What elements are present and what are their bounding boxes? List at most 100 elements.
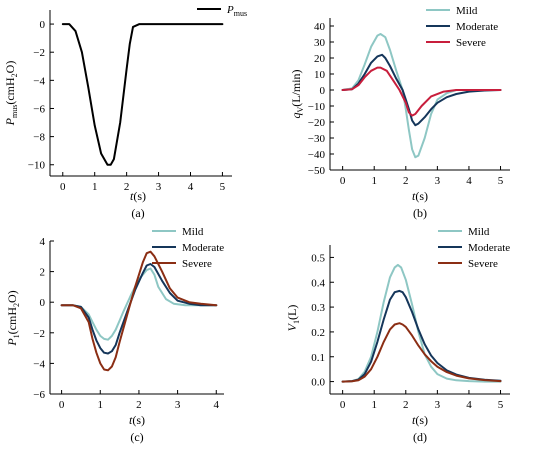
panel-a-y-tick-label: −10 [28, 160, 46, 172]
panel-b-y-tick-label: −10 [308, 101, 326, 113]
panel-c-y-tick-label: −6 [33, 389, 45, 401]
panel-a-y-tick-label: 0 [40, 19, 46, 31]
panel-b-y-tick-label: −30 [308, 133, 326, 145]
panel-b-y-title: qV(L/min) [289, 69, 305, 118]
panel-a-x-tick-label: 1 [92, 181, 98, 193]
panel-b-series-severe [341, 66, 502, 117]
panel-b-x-tick-label: 0 [340, 175, 346, 187]
panel-b-y-tick-label: 20 [314, 53, 326, 65]
panel-b-x-tick-label: 3 [435, 175, 441, 187]
panel-c-y-tick-label: −4 [33, 358, 45, 370]
panel-d-series-severe [341, 322, 502, 383]
panel-d-x-tick-label: 5 [498, 399, 504, 411]
panel-a-series-p-mus [61, 23, 224, 166]
panel-b-legend-label: Moderate [456, 21, 498, 33]
panel-b-y-tick-label: 0 [320, 85, 326, 97]
panel-c-y-title: P1(cmH2O) [5, 290, 21, 346]
panel-a-x-tick-label: 4 [188, 181, 194, 193]
panel-d-label: (d) [413, 430, 427, 444]
panel-d-x-ticks: 0 1 2 3 4 5 [340, 390, 504, 411]
panel-b-x-title: t(s) [412, 189, 428, 203]
panel-a-x-tick-label: 3 [156, 181, 162, 193]
panel-b-y-tick-label: 10 [314, 69, 326, 81]
panel-c-legend-label: Moderate [182, 242, 224, 254]
panel-d-legend-label: Severe [468, 258, 498, 270]
panel-a-lines [61, 23, 224, 166]
panel-c-y-ticks: 4 2 0 −2 −4 −6 [33, 236, 54, 401]
panel-a-label: (a) [131, 206, 144, 220]
panel-b-x-ticks: 0 1 2 3 4 5 [340, 166, 504, 187]
panel-a-x-tick-label: 0 [60, 181, 66, 193]
panel-d-series-mild [341, 263, 502, 383]
panel-a-y-tick-label: −4 [33, 75, 45, 87]
panel-d-y-title: V1(L) [285, 305, 301, 332]
panel-b: 0 1 2 3 4 5 40 30 20 10 0 −10 −20 −30 −40 −50 qV(L/min… [289, 5, 510, 220]
panel-b-y-ticks: 40 30 20 10 0 −10 −20 −30 −40 −50 [308, 21, 334, 177]
panel-d-legend-label: Moderate [468, 242, 510, 254]
panel-d-series-moderate [341, 289, 502, 383]
panel-c-legend-label: Mild [182, 226, 204, 238]
panel-c-x-tick-label: 1 [98, 399, 104, 411]
panel-c-legend-label: Severe [182, 258, 212, 270]
panel-a-y-ticks: 0 −2 −4 −6 −8 −10 [28, 19, 54, 172]
panel-b-x-tick-label: 2 [403, 175, 409, 187]
panel-a-y-tick-label: −8 [33, 132, 45, 144]
panel-b-y-tick-label: 40 [314, 21, 326, 33]
panel-c-x-ticks: 0 1 2 3 4 [59, 390, 220, 411]
panel-a-x-tick-label: 2 [124, 181, 130, 193]
panel-b-y-tick-label: 30 [314, 37, 326, 49]
panel-d-legend-label: Mild [468, 226, 490, 238]
panel-a-x-title: t(s) [130, 189, 146, 203]
panel-c-x-title: t(s) [129, 413, 145, 427]
panel-a-y-title: Pmus(cmH2O) [3, 61, 19, 127]
panel-c-x-tick-label: 4 [214, 399, 220, 411]
panel-a: 0 1 2 3 4 5 0 −2 −4 −6 −8 −10 Pmus(cmH2O) t(s) (a)… [3, 4, 247, 220]
panel-d-y-ticks: 0.5 0.4 0.3 0.2 0.1 0.0 [311, 252, 334, 389]
panel-d-x-tick-label: 4 [466, 399, 472, 411]
panel-d-y-tick-label: 0.1 [311, 352, 325, 364]
panel-d-y-tick-label: 0.5 [311, 252, 325, 264]
panel-a-y-tick-label: −2 [33, 47, 45, 59]
panel-d-x-tick-label: 1 [371, 399, 377, 411]
panel-b-lines [341, 33, 502, 159]
panel-c-x-tick-label: 0 [59, 399, 65, 411]
panel-c-x-tick-label: 3 [175, 399, 181, 411]
panel-b-legend-label: Mild [456, 5, 478, 17]
panel-a-legend-label: Pmus [226, 4, 247, 18]
panel-d-legend: Mild Moderate Severe [438, 226, 510, 270]
panel-b-y-tick-label: −20 [308, 117, 326, 129]
panel-d-lines [341, 263, 502, 383]
panel-c-x-tick-label: 2 [136, 399, 142, 411]
panel-c-y-tick-label: 4 [40, 236, 46, 248]
panel-c-series-severe [60, 250, 218, 372]
panel-b-legend-label: Severe [456, 37, 486, 49]
panel-c-legend: Mild Moderate Severe [152, 226, 224, 270]
panel-b-x-tick-label: 1 [371, 175, 377, 187]
panel-d: 0 1 2 3 4 5 0.5 0.4 0.3 0.2 0.1 0.0 V1(L) t(s) (d)… [285, 226, 510, 444]
panel-b-x-tick-label: 5 [498, 175, 504, 187]
panel-a-y-tick-label: −6 [33, 103, 45, 115]
panel-d-x-tick-label: 3 [435, 399, 441, 411]
panel-c-y-tick-label: 2 [40, 267, 46, 279]
panel-b-y-tick-label: −40 [308, 149, 326, 161]
panel-b-legend: Mild Moderate Severe [426, 5, 498, 49]
panel-b-y-tick-label: −50 [308, 165, 326, 177]
panel-a-x-ticks: 0 1 2 3 4 5 [60, 172, 226, 193]
panel-d-x-title: t(s) [412, 413, 428, 427]
panel-d-y-tick-label: 0.2 [311, 327, 325, 339]
panel-c-series-moderate [60, 263, 218, 355]
panel-d-x-tick-label: 2 [403, 399, 409, 411]
panel-b-x-tick-label: 4 [466, 175, 472, 187]
panel-c-label: (c) [130, 430, 143, 444]
panel-d-x-tick-label: 0 [340, 399, 346, 411]
panel-d-y-tick-label: 0.4 [311, 277, 325, 289]
panel-d-y-tick-label: 0.3 [311, 302, 325, 314]
panel-d-y-tick-label: 0.0 [311, 377, 325, 389]
panel-a-x-tick-label: 5 [220, 181, 226, 193]
panel-c-series-mild [60, 267, 218, 341]
panel-c-lines [60, 250, 218, 372]
panel-b-series-mild [341, 33, 502, 159]
panel-c-y-tick-label: 0 [40, 297, 46, 309]
